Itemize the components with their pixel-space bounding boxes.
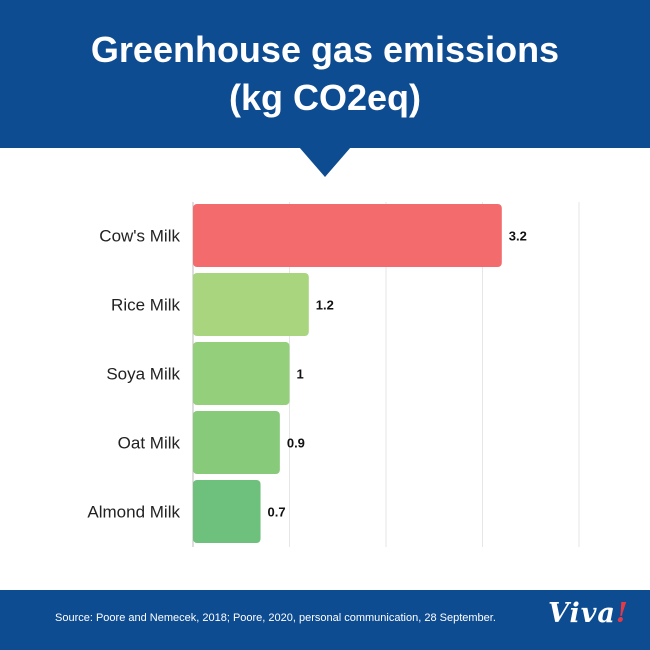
bar xyxy=(193,411,280,474)
header-banner: Greenhouse gas emissions (kg CO2eq) xyxy=(0,0,650,148)
category-label: Soya Milk xyxy=(106,365,180,384)
bar-chart: Cow's Milk 3.2 Rice Milk 1.2 Soya Milk 1 Oat M… xyxy=(0,180,650,580)
category-label: Cow's Milk xyxy=(99,227,180,246)
title-line-2: (kg CO2eq) xyxy=(228,77,422,118)
header-pointer xyxy=(299,147,351,177)
value-label: 3.2 xyxy=(509,229,527,244)
category-label: Rice Milk xyxy=(111,296,180,315)
category-label: Almond Milk xyxy=(87,503,180,522)
category-label: Oat Milk xyxy=(118,434,181,453)
bar xyxy=(193,204,502,267)
viva-logo: Viva! xyxy=(548,598,629,629)
footer-banner: Source: Poore and Nemecek, 2018; Poore, … xyxy=(0,590,650,650)
logo-text: Viva xyxy=(548,598,616,629)
chart-svg: Cow's Milk 3.2 Rice Milk 1.2 Soya Milk 1 Oat M… xyxy=(87,202,580,547)
value-label: 1.2 xyxy=(316,298,334,313)
value-label: 0.9 xyxy=(287,436,305,451)
bar xyxy=(193,342,290,405)
value-label: 1 xyxy=(297,367,304,382)
title-line-1: Greenhouse gas emissions xyxy=(90,29,560,70)
chart-title: Greenhouse gas emissions (kg CO2eq) xyxy=(0,26,650,122)
logo-mark: ! xyxy=(615,598,629,629)
bar xyxy=(193,480,261,543)
value-label: 0.7 xyxy=(268,505,286,520)
source-text: Source: Poore and Nemecek, 2018; Poore, … xyxy=(55,612,496,624)
bar xyxy=(193,273,309,336)
